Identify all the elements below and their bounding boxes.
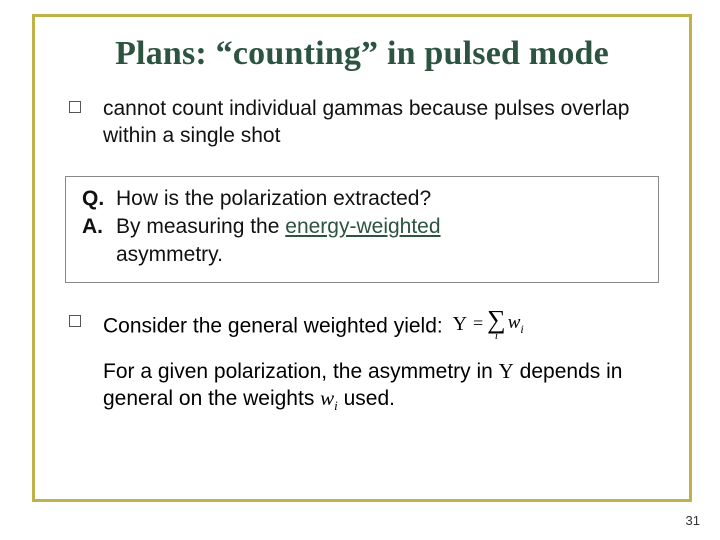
formula-eq: = <box>473 312 483 335</box>
square-bullet-icon <box>69 101 81 113</box>
yield-text-wrap: Consider the general weighted yield: Y =… <box>103 309 661 344</box>
sigma-symbol: ∑ <box>487 307 506 333</box>
para-wi: wi <box>320 386 338 410</box>
para-pre: For a given polarization, the asymmetry … <box>103 360 499 383</box>
closing-paragraph: For a given polarization, the asymmetry … <box>63 358 661 415</box>
square-bullet-icon <box>69 315 81 327</box>
page-number: 31 <box>686 513 700 528</box>
sigma-index: i <box>495 331 498 342</box>
q-text: How is the polarization extracted? <box>116 185 431 213</box>
slide-title: Plans: “counting” in pulsed mode <box>63 35 661 73</box>
a-text: By measuring the energy-weighted <box>116 213 441 241</box>
a-post: asymmetry. <box>82 241 642 269</box>
para-end: used. <box>338 387 395 410</box>
para-Y: Y <box>499 359 514 383</box>
a-label: A. <box>82 213 112 241</box>
energy-weighted-em: energy-weighted <box>285 215 440 238</box>
question-line: Q. How is the polarization extracted? <box>82 185 642 213</box>
slide-frame: Plans: “counting” in pulsed mode cannot … <box>32 14 692 502</box>
bullet-1: cannot count individual gammas because p… <box>63 95 661 150</box>
answer-line: A. By measuring the energy-weighted <box>82 213 642 241</box>
yield-formula: Y = ∑ i wi <box>453 307 524 342</box>
yield-text: Consider the general weighted yield: <box>103 314 443 337</box>
bullet-1-text: cannot count individual gammas because p… <box>103 95 661 150</box>
formula-Y: Y <box>453 311 467 337</box>
bullet-2: Consider the general weighted yield: Y =… <box>63 309 661 344</box>
sigma-icon: ∑ i <box>487 307 506 342</box>
formula-wi: wi <box>508 311 524 337</box>
qa-box: Q. How is the polarization extracted? A.… <box>65 176 659 283</box>
a-pre: By measuring the <box>116 215 285 238</box>
q-label: Q. <box>82 185 112 213</box>
